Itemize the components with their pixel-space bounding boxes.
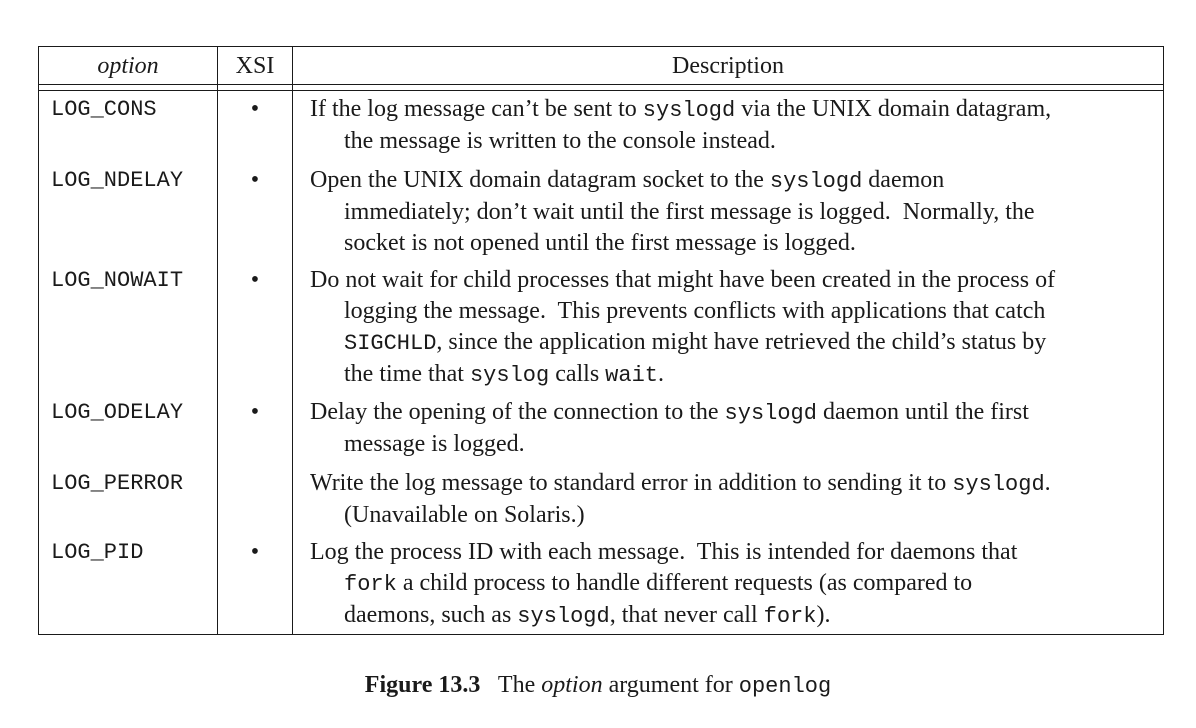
option-name: LOG_ODELAY xyxy=(51,400,184,425)
description-text: ). xyxy=(816,602,831,628)
description-text: the message is written to the console in… xyxy=(344,128,776,154)
code-term: syslogd xyxy=(724,401,817,426)
header-option: option xyxy=(97,53,159,79)
xsi-marker: • xyxy=(250,96,260,122)
description-text: daemon xyxy=(862,167,945,193)
description-text: Delay the opening of the connection to t… xyxy=(310,399,725,425)
description-text: . xyxy=(657,361,664,387)
description-text: daemons, such as xyxy=(344,602,518,628)
description-text: a child process to handle different requ… xyxy=(396,570,973,596)
description-line: fork a child process to handle different… xyxy=(310,568,1153,600)
code-term: syslogd xyxy=(769,169,863,194)
option-description: Write the log message to standard error … xyxy=(310,468,1153,531)
header-rule-lower xyxy=(39,90,1163,91)
description-text: daemon until the first xyxy=(816,399,1029,425)
description-line: Log the process ID with each message. Th… xyxy=(310,537,1153,568)
description-text: message is logged. xyxy=(344,431,525,457)
description-text: Do not wait for child processes that mig… xyxy=(310,267,1056,293)
xsi-marker: • xyxy=(250,539,260,565)
description-text: If the log message can’t be sent to xyxy=(310,96,643,122)
option-description: Delay the opening of the connection to t… xyxy=(310,397,1153,460)
description-line: Do not wait for child processes that mig… xyxy=(310,265,1153,296)
description-text: , that never call xyxy=(609,602,764,628)
option-name: LOG_PID xyxy=(51,540,144,565)
column-divider-xsi-description xyxy=(292,47,293,634)
xsi-marker: • xyxy=(250,167,260,193)
description-text: Write the log message to standard error … xyxy=(310,470,953,496)
description-line: logging the message. This prevents confl… xyxy=(310,296,1153,327)
option-description: Do not wait for child processes that mig… xyxy=(310,265,1153,391)
code-term: fork xyxy=(763,604,817,629)
description-text: . xyxy=(1044,470,1051,496)
option-name: LOG_NOWAIT xyxy=(51,268,184,293)
description-line: socket is not opened until the first mes… xyxy=(310,228,1153,259)
description-text: (Unavailable on Solaris.) xyxy=(344,502,585,528)
option-description: Log the process ID with each message. Th… xyxy=(310,537,1153,632)
description-line: message is logged. xyxy=(310,429,1153,460)
xsi-marker: • xyxy=(250,399,260,425)
option-name: LOG_PERROR xyxy=(51,471,184,496)
column-divider-option-xsi xyxy=(217,47,218,634)
code-term: fork xyxy=(344,572,397,597)
code-term: wait xyxy=(605,363,658,388)
description-text: via the UNIX domain datagram, xyxy=(735,96,1052,122)
description-text: socket is not opened until the first mes… xyxy=(344,230,856,256)
description-line: immediately; don’t wait until the first … xyxy=(310,197,1153,228)
code-term: SIGCHLD xyxy=(344,331,437,356)
description-line: Delay the opening of the connection to t… xyxy=(310,397,1153,429)
description-line: SIGCHLD, since the application might hav… xyxy=(310,327,1153,359)
caption-text-after: argument for xyxy=(602,672,739,698)
description-line: the message is written to the console in… xyxy=(310,126,1153,157)
description-text: Open the UNIX domain datagram socket to … xyxy=(310,167,770,193)
description-text: Log the process ID with each message. Th… xyxy=(310,539,1018,565)
caption-text-before: The xyxy=(497,672,542,698)
caption-emphasis: option xyxy=(541,672,603,698)
code-term: syslog xyxy=(469,363,550,388)
header-rule-upper xyxy=(39,84,1163,85)
header-description: Description xyxy=(672,53,784,79)
description-text: the time that xyxy=(344,361,470,387)
caption-code: openlog xyxy=(738,674,832,699)
options-table: option XSI Description LOG_CONS • If the… xyxy=(38,46,1164,635)
description-text: calls xyxy=(549,361,606,387)
code-term: syslogd xyxy=(517,604,610,629)
code-term: syslogd xyxy=(952,472,1045,497)
description-line: daemons, such as syslogd, that never cal… xyxy=(310,600,1153,632)
option-description: If the log message can’t be sent to sysl… xyxy=(310,94,1153,157)
figure-label: Figure 13.3 xyxy=(364,672,481,698)
figure-caption: Figure 13.3 The option argument for open… xyxy=(0,668,1196,704)
description-line: If the log message can’t be sent to sysl… xyxy=(310,94,1153,126)
description-text: logging the message. This prevents confl… xyxy=(344,298,1046,324)
description-line: Open the UNIX domain datagram socket to … xyxy=(310,165,1153,197)
description-line: (Unavailable on Solaris.) xyxy=(310,500,1153,531)
option-name: LOG_NDELAY xyxy=(51,168,184,193)
description-line: Write the log message to standard error … xyxy=(310,468,1153,500)
option-name: LOG_CONS xyxy=(51,97,157,122)
header-xsi: XSI xyxy=(235,53,275,79)
description-line: the time that syslog calls wait. xyxy=(310,359,1153,391)
description-text: immediately; don’t wait until the first … xyxy=(344,199,1035,225)
code-term: syslogd xyxy=(642,98,736,123)
description-text: , since the application might have retri… xyxy=(436,329,1047,355)
option-description: Open the UNIX domain datagram socket to … xyxy=(310,165,1153,259)
xsi-marker: • xyxy=(250,267,260,293)
